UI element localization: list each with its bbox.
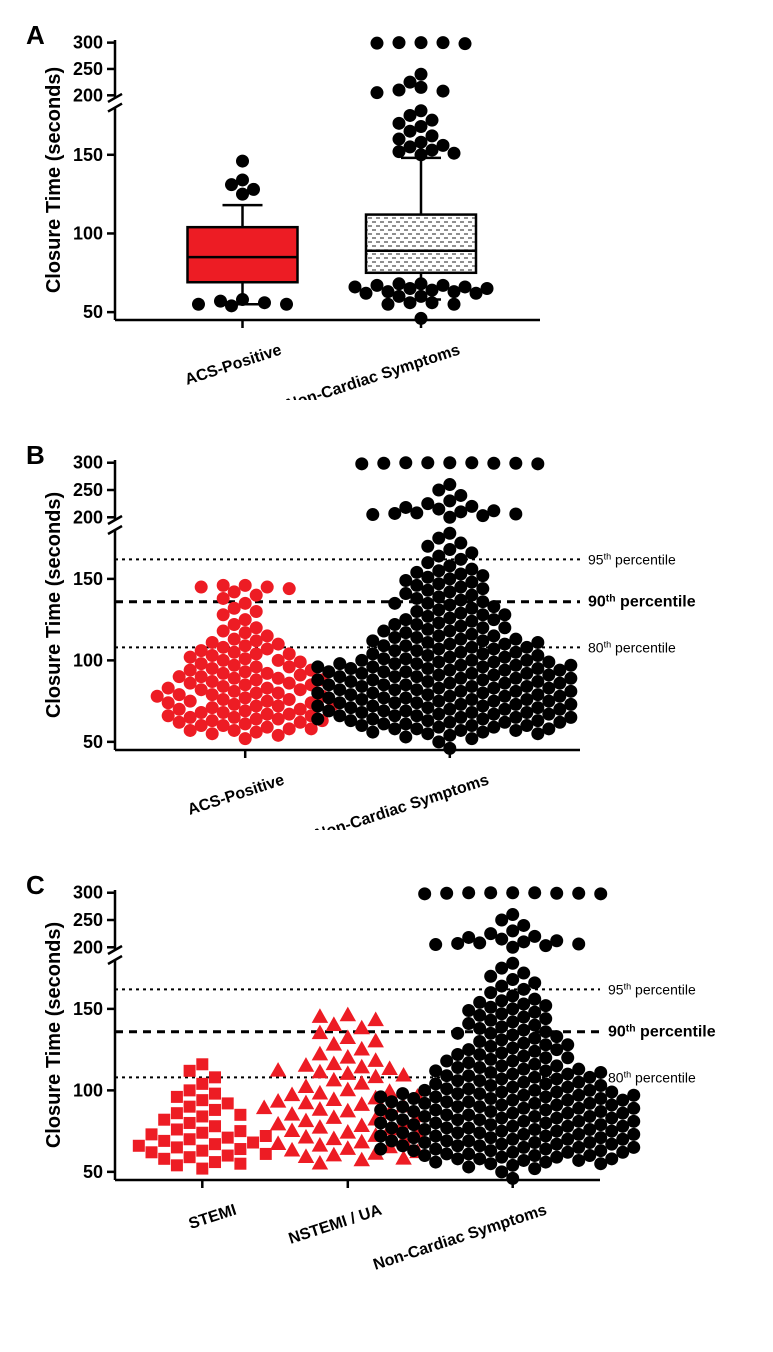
percentile-label-90: 90th percentile <box>588 593 696 611</box>
y-axis-label: Closure Time (seconds) <box>43 67 65 293</box>
svg-text:250: 250 <box>73 480 103 500</box>
svg-text:100: 100 <box>73 223 103 243</box>
percentile-label-90: 90th percentile <box>608 1023 716 1041</box>
svg-text:300: 300 <box>73 883 103 903</box>
panel-a: 50 100 150 200 250 300 Closure Time (seconds) A… <box>20 20 773 400</box>
category-label: ACS-Positive <box>186 772 287 819</box>
panel-letter-b: B <box>26 440 45 470</box>
category-label: Non-Cardiac Symptoms <box>313 772 491 830</box>
category-label: STEMI <box>187 1202 239 1233</box>
svg-text:150: 150 <box>73 569 103 589</box>
panel-letter-c: C <box>26 870 45 900</box>
percentile-label-80: 80th percentile <box>588 639 676 655</box>
percentile-label-80: 80th percentile <box>608 1069 696 1085</box>
panel-b-svg: 50 100 150 200 250 300 Closure Time (seconds) 9… <box>20 440 750 830</box>
category-label: ACS-Positive <box>183 342 284 389</box>
svg-text:150: 150 <box>73 145 103 165</box>
box-acs-positive <box>188 227 298 282</box>
box-non-cardiac <box>366 215 476 273</box>
svg-text:300: 300 <box>73 453 103 473</box>
panel-a-svg: 50 100 150 200 250 300 Closure Time (seconds) A… <box>20 20 580 400</box>
panel-c: 50 100 150 200 250 300 Closure Time (seconds) 9… <box>20 870 773 1270</box>
panel-b: 50 100 150 200 250 300 Closure Time (seconds) 9… <box>20 440 773 830</box>
y-axis-label: Closure Time (seconds) <box>43 922 65 1148</box>
svg-text:200: 200 <box>73 85 103 105</box>
panel-c-svg: 50 100 150 200 250 300 Closure Time (seconds) 9… <box>20 870 750 1270</box>
figure-root: 50 100 150 200 250 300 Closure Time (seconds) A… <box>20 20 773 1270</box>
svg-text:300: 300 <box>73 33 103 53</box>
category-label: Non-Cardiac Symptoms <box>284 342 462 400</box>
svg-text:150: 150 <box>73 999 103 1019</box>
svg-text:200: 200 <box>73 507 103 527</box>
svg-text:250: 250 <box>73 910 103 930</box>
panel-letter-a: A <box>26 20 45 50</box>
svg-text:200: 200 <box>73 937 103 957</box>
svg-text:100: 100 <box>73 1080 103 1100</box>
percentile-label-95: 95th percentile <box>608 981 696 997</box>
svg-text:50: 50 <box>83 1162 103 1182</box>
svg-text:50: 50 <box>83 732 103 752</box>
percentile-label-95: 95th percentile <box>588 551 676 567</box>
svg-text:50: 50 <box>83 302 103 322</box>
category-label: NSTEMI / UA <box>287 1201 385 1247</box>
svg-text:250: 250 <box>73 59 103 79</box>
category-label: Non-Cardiac Symptoms <box>371 1202 549 1270</box>
y-axis-label: Closure Time (seconds) <box>43 492 65 718</box>
svg-text:100: 100 <box>73 650 103 670</box>
